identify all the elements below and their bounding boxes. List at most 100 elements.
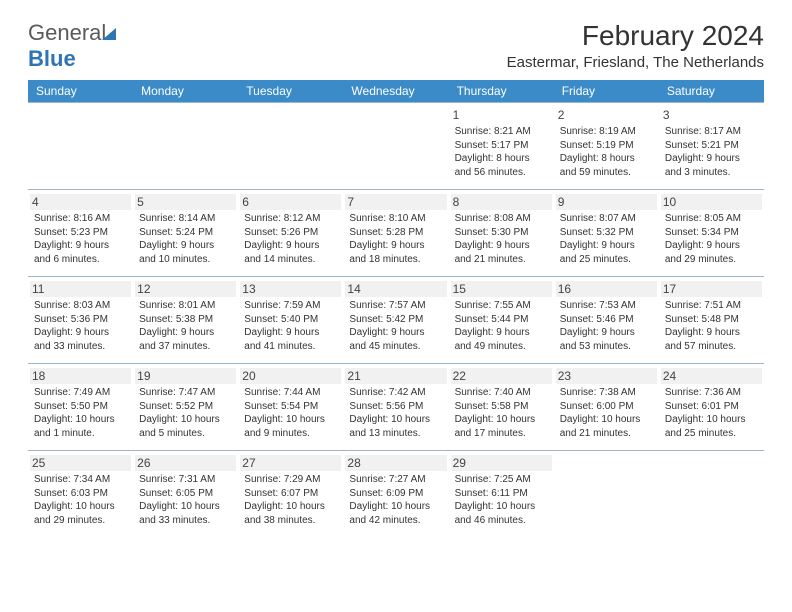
sunrise-text: Sunrise: 8:17 AM [665, 125, 758, 139]
day-info: Sunrise: 8:07 AMSunset: 5:32 PMDaylight:… [560, 212, 653, 266]
sunset-text: Sunset: 6:09 PM [349, 487, 442, 501]
day-cell: 23Sunrise: 7:38 AMSunset: 6:00 PMDayligh… [554, 364, 659, 450]
sunrise-text: Sunrise: 7:55 AM [455, 299, 548, 313]
sunset-text: Sunset: 6:00 PM [560, 400, 653, 414]
day-cell: 15 Sunrise: 7:55 AMSunset: 5:44 PMDayligh… [449, 277, 554, 363]
day-info: Sunrise: 7:55 AMSunset: 5:44 PMDaylight:… [455, 299, 548, 353]
day-cell: 28 Sunrise: 7:27 AMSunset: 6:09 PMDayligh… [343, 451, 448, 537]
sunrise-text: Sunrise: 7:51 AM [665, 299, 758, 313]
sunset-text: Sunset: 6:03 PM [34, 487, 127, 501]
day-info: Sunrise: 7:25 AMSunset: 6:11 PMDaylight:… [455, 473, 548, 527]
day-cell: 27Sunrise: 7:29 AMSunset: 6:07 PMDayligh… [238, 451, 343, 537]
daylight-text: Daylight: 9 hours and 6 minutes. [34, 239, 127, 266]
day-number: 1 [451, 107, 552, 123]
title-block: February 2024 Eastermar, Friesland, The … [507, 20, 764, 71]
page-header: General Blue February 2024 Eastermar, Fr… [28, 20, 764, 72]
day-cell: 1 Sunrise: 8:21 AMSunset: 5:17 PMDaylight… [449, 103, 554, 189]
day-info: Sunrise: 7:44 AMSunset: 5:54 PMDaylight:… [244, 386, 337, 440]
calendar: Sunday Monday Tuesday Wednesday Thursday… [28, 80, 764, 537]
sunset-text: Sunset: 5:56 PM [349, 400, 442, 414]
day-cell: 18Sunrise: 7:49 AMSunset: 5:50 PMDayligh… [28, 364, 133, 450]
sunrise-text: Sunrise: 8:05 AM [665, 212, 758, 226]
day-info: Sunrise: 8:12 AMSunset: 5:26 PMDaylight:… [244, 212, 337, 266]
day-cell: 5Sunrise: 8:14 AMSunset: 5:24 PMDaylight… [133, 190, 238, 276]
day-info: Sunrise: 7:38 AMSunset: 6:00 PMDaylight:… [560, 386, 653, 440]
sunset-text: Sunset: 5:24 PM [139, 226, 232, 240]
daylight-text: Daylight: 9 hours and 49 minutes. [455, 326, 548, 353]
day-cell: 20 Sunrise: 7:44 AMSunset: 5:54 PMDayligh… [238, 364, 343, 450]
day-cell: 26Sunrise: 7:31 AMSunset: 6:05 PMDayligh… [133, 451, 238, 537]
week-row: 18Sunrise: 7:49 AMSunset: 5:50 PMDayligh… [28, 363, 764, 450]
day-info: Sunrise: 7:59 AMSunset: 5:40 PMDaylight:… [244, 299, 337, 353]
sunrise-text: Sunrise: 7:31 AM [139, 473, 232, 487]
daylight-text: Daylight: 8 hours and 59 minutes. [560, 152, 653, 179]
daylight-text: Daylight: 10 hours and 5 minutes. [139, 413, 232, 440]
day-cell: 2 Sunrise: 8:19 AMSunset: 5:19 PMDaylight… [554, 103, 659, 189]
daylight-text: Daylight: 10 hours and 21 minutes. [560, 413, 653, 440]
sunset-text: Sunset: 5:42 PM [349, 313, 442, 327]
month-title: February 2024 [507, 20, 764, 52]
day-number: 2 [556, 107, 657, 123]
day-cell: 3Sunrise: 8:17 AMSunset: 5:21 PMDaylight… [659, 103, 764, 189]
sunset-text: Sunset: 6:05 PM [139, 487, 232, 501]
day-info: Sunrise: 8:19 AMSunset: 5:19 PMDaylight:… [560, 125, 653, 179]
day-info: Sunrise: 8:14 AMSunset: 5:24 PMDaylight:… [139, 212, 232, 266]
day-info: Sunrise: 7:27 AMSunset: 6:09 PMDaylight:… [349, 473, 442, 527]
brand-mark-icon [102, 28, 116, 40]
day-number: 12 [135, 281, 236, 297]
daylight-text: Daylight: 10 hours and 46 minutes. [455, 500, 548, 527]
sunrise-text: Sunrise: 7:44 AM [244, 386, 337, 400]
day-cell: 10Sunrise: 8:05 AMSunset: 5:34 PMDayligh… [659, 190, 764, 276]
day-number: 14 [345, 281, 446, 297]
day-cell: 21Sunrise: 7:42 AMSunset: 5:56 PMDayligh… [343, 364, 448, 450]
day-info: Sunrise: 7:49 AMSunset: 5:50 PMDaylight:… [34, 386, 127, 440]
day-cell: 11Sunrise: 8:03 AMSunset: 5:36 PMDayligh… [28, 277, 133, 363]
daylight-text: Daylight: 10 hours and 42 minutes. [349, 500, 442, 527]
sunset-text: Sunset: 5:38 PM [139, 313, 232, 327]
day-number: 20 [240, 368, 341, 384]
day-number: 25 [30, 455, 131, 471]
daylight-text: Daylight: 9 hours and 25 minutes. [560, 239, 653, 266]
day-number: 19 [135, 368, 236, 384]
day-cell: 9Sunrise: 8:07 AMSunset: 5:32 PMDaylight… [554, 190, 659, 276]
sunset-text: Sunset: 5:32 PM [560, 226, 653, 240]
day-info: Sunrise: 8:10 AMSunset: 5:28 PMDaylight:… [349, 212, 442, 266]
sunset-text: Sunset: 5:34 PM [665, 226, 758, 240]
day-cell: 6Sunrise: 8:12 AMSunset: 5:26 PMDaylight… [238, 190, 343, 276]
dow-saturday: Saturday [659, 80, 764, 102]
day-cell: 19Sunrise: 7:47 AMSunset: 5:52 PMDayligh… [133, 364, 238, 450]
sunset-text: Sunset: 5:58 PM [455, 400, 548, 414]
day-info: Sunrise: 7:51 AMSunset: 5:48 PMDaylight:… [665, 299, 758, 353]
daylight-text: Daylight: 9 hours and 45 minutes. [349, 326, 442, 353]
sunrise-text: Sunrise: 7:42 AM [349, 386, 442, 400]
sunset-text: Sunset: 5:52 PM [139, 400, 232, 414]
day-info: Sunrise: 7:36 AMSunset: 6:01 PMDaylight:… [665, 386, 758, 440]
sunrise-text: Sunrise: 8:12 AM [244, 212, 337, 226]
day-number: 15 [451, 281, 552, 297]
daylight-text: Daylight: 9 hours and 37 minutes. [139, 326, 232, 353]
day-cell: 16Sunrise: 7:53 AMSunset: 5:46 PMDayligh… [554, 277, 659, 363]
sunrise-text: Sunrise: 8:16 AM [34, 212, 127, 226]
brand-general: General [28, 20, 106, 45]
day-cell [28, 103, 133, 189]
sunset-text: Sunset: 5:48 PM [665, 313, 758, 327]
daylight-text: Daylight: 9 hours and 53 minutes. [560, 326, 653, 353]
day-cell: 8Sunrise: 8:08 AMSunset: 5:30 PMDaylight… [449, 190, 554, 276]
day-number: 28 [345, 455, 446, 471]
day-number: 13 [240, 281, 341, 297]
brand-logo: General Blue [28, 20, 116, 72]
sunrise-text: Sunrise: 8:10 AM [349, 212, 442, 226]
day-cell: 14Sunrise: 7:57 AMSunset: 5:42 PMDayligh… [343, 277, 448, 363]
sunset-text: Sunset: 6:11 PM [455, 487, 548, 501]
day-info: Sunrise: 8:21 AMSunset: 5:17 PMDaylight:… [455, 125, 548, 179]
location-label: Eastermar, Friesland, The Netherlands [507, 54, 764, 71]
daylight-text: Daylight: 10 hours and 9 minutes. [244, 413, 337, 440]
sunset-text: Sunset: 5:19 PM [560, 139, 653, 153]
sunrise-text: Sunrise: 8:14 AM [139, 212, 232, 226]
sunrise-text: Sunrise: 7:40 AM [455, 386, 548, 400]
week-row: 25Sunrise: 7:34 AMSunset: 6:03 PMDayligh… [28, 450, 764, 537]
sunrise-text: Sunrise: 7:59 AM [244, 299, 337, 313]
sunrise-text: Sunrise: 8:08 AM [455, 212, 548, 226]
day-info: Sunrise: 8:17 AMSunset: 5:21 PMDaylight:… [665, 125, 758, 179]
day-cell: 17Sunrise: 7:51 AMSunset: 5:48 PMDayligh… [659, 277, 764, 363]
